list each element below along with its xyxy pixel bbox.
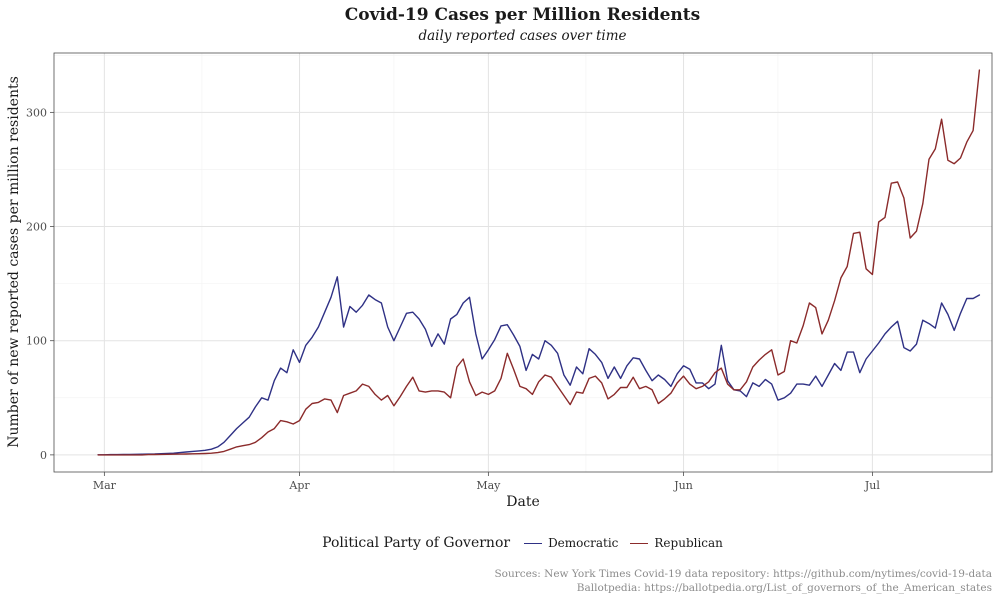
legend-item-democratic: Democratic [524,536,618,550]
source-caption: Sources: New York Times Covid-19 data re… [494,567,992,595]
caption-line-1: Sources: New York Times Covid-19 data re… [494,568,992,580]
y-tick-label: 200 [26,221,47,234]
legend: Political Party of Governor Democratic R… [0,535,1000,551]
legend-item-republican: Republican [630,536,723,550]
x-tick-label: Jun [673,479,693,492]
grid-lines [54,53,992,472]
series-line-democratic [97,276,981,456]
x-axis-title: Date [506,494,539,510]
legend-title: Political Party of Governor [322,535,511,551]
series-line-republican [97,69,981,456]
x-tick-label: Jul [864,479,880,492]
x-tick-label: Mar [93,479,117,492]
chart-subtitle: daily reported cases over time [418,28,627,44]
legend-swatch-republican [630,542,649,544]
y-tick-label: 0 [40,449,47,462]
x-axis: Mar Apr May Jun Jul [93,472,880,492]
y-tick-label: 300 [26,106,47,119]
plot-panel-border [53,52,993,473]
caption-line-2: Ballotpedia: https://ballotpedia.org/Lis… [576,582,992,594]
legend-label-republican: Republican [654,536,723,550]
y-tick-label: 100 [26,335,47,348]
legend-label-democratic: Democratic [548,536,619,550]
legend-swatch-democratic [524,542,543,544]
x-tick-label: May [476,479,501,492]
y-axis: 0 100 200 300 [26,106,54,462]
series-lines [97,69,981,456]
y-axis-title: Number of new reported cases per million… [6,76,22,448]
chart-title: Covid-19 Cases per Million Residents [344,5,701,25]
x-tick-label: Apr [288,479,310,492]
